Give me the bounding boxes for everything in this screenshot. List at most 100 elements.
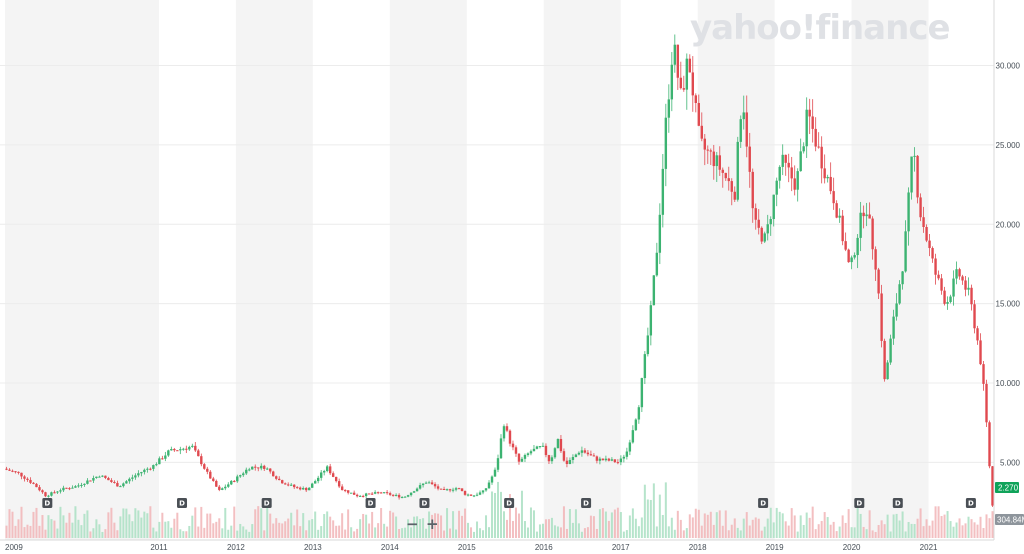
dividend-marker[interactable]: D [365,498,376,508]
candle-body [847,249,850,263]
volume-bar [125,508,128,538]
volume-bar [242,526,245,538]
volume-bar [838,526,841,538]
candle-body [493,469,497,477]
candle-body [89,480,92,482]
candle-body [26,478,29,480]
dividend-marker[interactable]: D [854,498,865,508]
volume-bar [440,515,443,538]
volume-bar [958,518,961,538]
dividend-marker[interactable]: D [419,498,430,508]
dividend-marker[interactable]: D [504,498,515,508]
candle-body [346,490,350,493]
dividend-marker[interactable]: D [261,498,272,508]
dividend-marker[interactable]: D [581,498,592,508]
dividend-marker[interactable]: D [965,498,976,508]
candle-body [574,454,578,457]
dividend-marker-bg [581,498,592,508]
candle-body [481,490,485,493]
volume-bar [814,529,817,538]
year-band [697,0,775,540]
candle-body [955,269,958,279]
dividend-marker-label: D [856,500,862,508]
volume-bar [161,512,164,538]
volume-bar [964,523,967,538]
candle-body [688,58,692,73]
volume-bar [511,520,514,538]
volume-bar [107,512,110,538]
volume-bar [320,526,323,538]
candle-body [50,492,53,496]
volume-bar [835,531,838,538]
dividend-marker-bg [365,498,376,508]
volume-bar [122,508,125,538]
candle-body [601,458,605,461]
candle-body [808,109,811,117]
volume-bar [479,528,482,538]
candle-body [805,109,808,147]
volume-bar [317,529,320,538]
volume-bar [278,522,281,538]
candle-body [239,475,242,477]
candle-body [484,488,488,491]
dividend-marker[interactable]: D [42,498,53,508]
volume-bar [883,524,886,538]
volume-bar [991,511,994,538]
volume-bar [859,513,862,538]
volume-bar [356,528,359,538]
candle-body [38,487,41,491]
candle-body [796,171,799,190]
candle-body [802,146,805,152]
volume-bar [979,516,982,538]
zoom-controls[interactable]: − + [406,515,439,533]
volume-bar [188,525,191,538]
candle-body [275,476,278,479]
volume-bar [799,515,802,538]
volume-bar [769,507,772,538]
candle-body [526,453,530,455]
volume-bar [239,523,242,538]
volume-bar [598,509,601,538]
x-tick-label: 2018 [689,543,707,552]
candle-body [982,364,985,384]
candle-body [415,488,419,492]
volume-bar [101,531,104,538]
candle-body [424,482,428,484]
candle-body [841,215,844,242]
candle-body [640,378,644,408]
volume-bar [59,506,62,538]
candle-body [727,178,730,182]
dividend-marker[interactable]: D [177,498,188,508]
zoom-in-button[interactable]: + [426,515,439,533]
volume-bar [233,506,236,538]
volume-bar [359,519,362,538]
volume-bar [577,523,580,538]
volume-bar [508,494,511,538]
candle-body [853,255,856,258]
dividend-marker[interactable]: D [892,498,903,508]
volume-bar [658,494,661,538]
candle-body [218,486,221,490]
volume-bar [733,518,736,538]
candle-body [676,44,680,78]
volume-bar [470,527,473,538]
candle-body [745,112,748,147]
candle-body [77,485,80,487]
candle-body [152,465,155,469]
x-tick-label: 2012 [227,543,245,552]
candle-body [976,328,979,341]
candle-body [775,180,778,195]
candle-body [266,468,269,470]
volume-bar [736,527,739,538]
dividend-marker[interactable]: D [758,498,769,508]
candle-body [227,484,230,487]
zoom-out-button[interactable]: − [406,515,419,533]
volume-bar [739,530,742,538]
volume-bar [676,510,679,538]
candle-body [634,419,638,431]
volume-bar [212,523,215,538]
candle-body [80,484,83,486]
volume-bar [140,517,143,538]
